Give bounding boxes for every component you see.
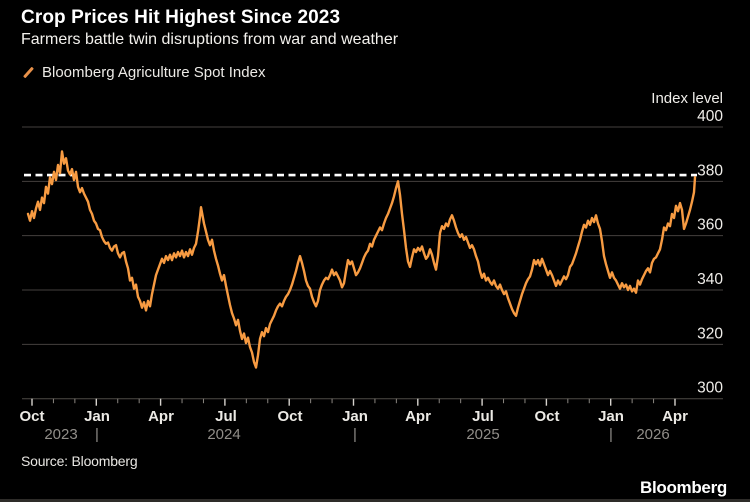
month-label: Jan bbox=[598, 408, 624, 425]
month-label: Apr bbox=[148, 408, 174, 425]
chart-subtitle: Farmers battle twin disruptions from war… bbox=[21, 31, 399, 48]
month-label: Apr bbox=[662, 408, 688, 425]
month-label: Jul bbox=[472, 408, 494, 425]
bottom-strip bbox=[0, 499, 750, 502]
year-label: 2026 bbox=[636, 426, 669, 443]
year-label: 2025 bbox=[466, 426, 499, 443]
month-label: Oct bbox=[277, 408, 302, 425]
year-separator: | bbox=[609, 426, 613, 443]
legend-label: Bloomberg Agriculture Spot Index bbox=[42, 63, 266, 81]
chart-title: Crop Prices Hit Highest Since 2023 bbox=[21, 7, 341, 28]
y-tick-label: 360 bbox=[697, 217, 723, 234]
y-tick-label: 300 bbox=[697, 380, 723, 397]
year-label: 2023 bbox=[44, 426, 77, 443]
year-separator: | bbox=[95, 426, 99, 443]
y-tick-label: 320 bbox=[697, 325, 723, 342]
legend-line-marker-icon bbox=[23, 66, 34, 78]
y-axis-title: Index level bbox=[651, 90, 723, 107]
month-label: Jul bbox=[215, 408, 237, 425]
bloomberg-logo: Bloomberg bbox=[639, 478, 727, 497]
month-label: Oct bbox=[19, 408, 44, 425]
series-line bbox=[26, 150, 697, 369]
y-tick-label: 380 bbox=[697, 162, 723, 179]
source-note: Source: Bloomberg bbox=[21, 453, 138, 469]
month-label: Jan bbox=[342, 408, 368, 425]
year-separator: | bbox=[353, 426, 357, 443]
month-label: Jan bbox=[84, 408, 110, 425]
month-label: Oct bbox=[534, 408, 559, 425]
year-label: 2024 bbox=[207, 426, 240, 443]
y-tick-label: 400 bbox=[697, 108, 723, 125]
y-tick-label: 340 bbox=[697, 271, 723, 288]
month-label: Apr bbox=[405, 408, 431, 425]
legend: Bloomberg Agriculture Spot Index bbox=[22, 63, 265, 81]
